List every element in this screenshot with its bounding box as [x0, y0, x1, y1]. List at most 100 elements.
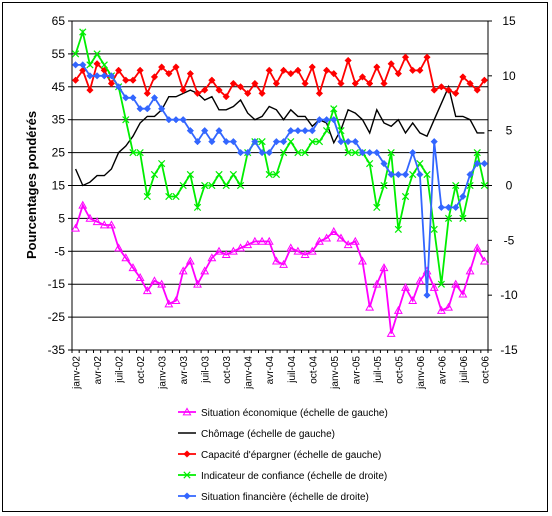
- data-point: [86, 86, 94, 94]
- data-point-stroke: [183, 471, 191, 479]
- data-point: [150, 94, 159, 102]
- data-point: [122, 116, 130, 124]
- x-tick-label: janv-05: [330, 356, 341, 390]
- x-tick-label: oct-03: [222, 356, 233, 384]
- series-3: [71, 53, 489, 101]
- data-point: [365, 302, 375, 311]
- data-point: [373, 148, 381, 157]
- legend-label: Indicateur de confiance (échelle de droi…: [201, 471, 387, 482]
- data-point: [258, 148, 266, 157]
- data-point: [423, 170, 431, 179]
- data-point: [351, 79, 359, 88]
- data-point-stroke: [222, 181, 230, 190]
- data-point-stroke: [272, 170, 281, 179]
- data-point: [293, 246, 303, 255]
- data-point: [258, 138, 266, 146]
- x-tick-label: janv-06: [416, 356, 427, 390]
- data-point: [308, 63, 316, 71]
- y-left-tick-label: 25: [52, 146, 66, 160]
- data-point: [272, 79, 281, 88]
- data-point: [279, 137, 288, 146]
- x-tick-label: juil-03: [201, 356, 212, 384]
- y-right-tick-label: 15: [502, 14, 516, 28]
- data-point: [236, 243, 246, 252]
- data-point: [373, 203, 381, 212]
- data-point: [143, 192, 151, 201]
- data-point: [366, 148, 374, 157]
- data-point: [114, 83, 123, 91]
- data-point: [373, 63, 381, 71]
- data-point: [143, 105, 151, 113]
- legend-item: Chômage (échelle de gauche): [178, 429, 335, 440]
- data-point-stroke: [409, 170, 417, 179]
- data-point: [71, 50, 80, 58]
- data-point: [208, 181, 216, 190]
- data-point: [93, 60, 101, 68]
- legend-label: Situation économique (échelle de gauche): [201, 408, 388, 419]
- data-point-stroke: [86, 61, 94, 69]
- data-point: [409, 170, 417, 179]
- data-point: [106, 220, 116, 229]
- data-point: [222, 181, 230, 190]
- data-point: [165, 69, 173, 78]
- y-left-tick-label: -15: [48, 277, 66, 291]
- data-point-stroke: [315, 138, 324, 146]
- data-point-stroke: [459, 214, 467, 223]
- data-point: [221, 249, 231, 258]
- data-point: [409, 148, 417, 157]
- data-point: [99, 220, 109, 229]
- data-point: [165, 116, 173, 124]
- x-tick-label: avr-03: [179, 356, 190, 385]
- legend: Situation économique (échelle de gauche)…: [178, 407, 388, 503]
- data-point: [380, 79, 388, 88]
- data-point: [258, 89, 266, 98]
- data-point-stroke: [294, 148, 302, 157]
- y-left-tick-label: 45: [52, 80, 66, 94]
- data-point: [193, 89, 202, 98]
- data-point-stroke: [387, 148, 395, 157]
- data-point: [158, 105, 166, 113]
- y-left-tick-label: 15: [52, 179, 66, 193]
- data-point: [193, 203, 202, 212]
- data-point: [394, 225, 402, 233]
- legend-label: Capacité d'épargner (échelle de gauche): [201, 450, 381, 461]
- data-point: [458, 289, 468, 298]
- data-point: [394, 170, 402, 179]
- data-point: [307, 246, 317, 255]
- data-point: [208, 137, 216, 146]
- data-point: [208, 76, 216, 84]
- data-point: [430, 86, 438, 94]
- data-point: [301, 148, 309, 157]
- data-point: [401, 170, 410, 179]
- data-point: [315, 116, 324, 124]
- data-point: [480, 76, 489, 84]
- data-point: [265, 148, 273, 157]
- data-point-stroke: [136, 148, 144, 157]
- data-point: [459, 192, 467, 201]
- data-point: [330, 105, 338, 113]
- data-point: [409, 66, 417, 75]
- data-point: [229, 79, 238, 88]
- legend-label: Situation financière (échelle de droite): [201, 492, 369, 503]
- data-point: [330, 69, 338, 78]
- data-point: [100, 72, 108, 80]
- x-tick-label: avr-05: [351, 356, 362, 385]
- data-point: [308, 138, 316, 146]
- data-point: [85, 213, 95, 222]
- data-point: [86, 61, 94, 69]
- data-point-stroke: [287, 138, 295, 146]
- data-point: [179, 86, 187, 94]
- data-point: [71, 61, 80, 69]
- data-point: [459, 73, 467, 81]
- data-point: [351, 137, 359, 146]
- data-point: [452, 181, 460, 190]
- data-point: [301, 127, 309, 135]
- data-point-stroke: [179, 181, 187, 190]
- data-point: [142, 286, 152, 295]
- data-point: [358, 73, 367, 81]
- data-point: [380, 159, 388, 168]
- x-tick-label: janv-03: [158, 356, 169, 390]
- legend-label: Chômage (échelle de gauche): [201, 429, 335, 440]
- y-right-tick-label: -10: [500, 288, 518, 302]
